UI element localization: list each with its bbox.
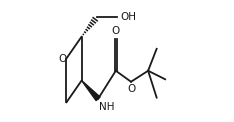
Text: O: O (112, 25, 120, 36)
Text: O: O (58, 54, 67, 64)
Text: NH: NH (99, 102, 114, 112)
Text: O: O (127, 84, 135, 94)
Text: OH: OH (121, 12, 137, 22)
Polygon shape (82, 81, 100, 101)
